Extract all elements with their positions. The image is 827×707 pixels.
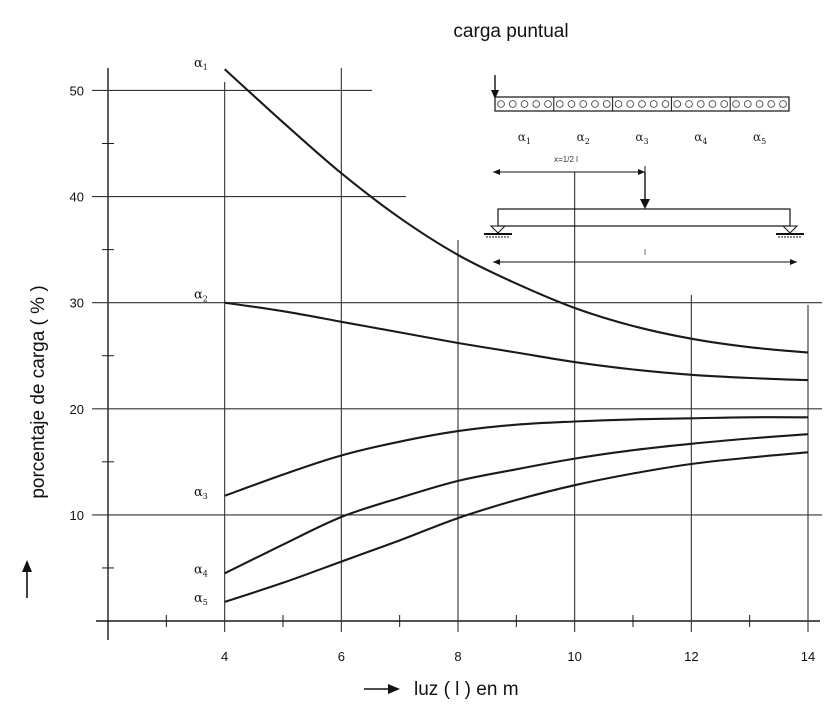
- hollow-core: [755, 100, 764, 108]
- segment-label-2: α2: [577, 130, 590, 146]
- hollow-core: [673, 100, 682, 108]
- y-tick-label: 50: [70, 83, 84, 98]
- hollow-core: [638, 100, 646, 108]
- series-label-4: α4: [194, 562, 208, 578]
- hollow-core: [732, 100, 740, 108]
- hollow-core: [649, 100, 658, 108]
- series-line-2: [224, 301, 809, 382]
- x-tick-label: 6: [338, 649, 345, 664]
- x-axis-title: luz ( l ) en m: [414, 679, 519, 700]
- y-tick-label: 10: [70, 508, 84, 523]
- y-tick-label: 20: [70, 402, 84, 417]
- y-axis-title: porcentaje de carga ( % ): [28, 285, 49, 498]
- segment-labels: α1 α2 α3 α4 α5: [518, 130, 766, 146]
- series-label-1: α1: [194, 56, 208, 72]
- series-line-1: [223, 68, 809, 354]
- hollow-core: [532, 100, 541, 108]
- dimension-half-span: x=1/2 l: [493, 155, 646, 178]
- chart-title: carga puntual: [453, 21, 568, 42]
- x-tick-label: 4: [221, 649, 228, 664]
- hollow-core: [779, 100, 787, 108]
- hollow-core: [520, 100, 529, 108]
- hollow-core: [661, 100, 670, 108]
- hollow-core: [614, 100, 623, 108]
- slab-strip: [494, 96, 790, 112]
- curves: [223, 68, 809, 603]
- segment-label-1: α1: [518, 130, 531, 146]
- x-tick-label: 8: [454, 649, 461, 664]
- hollow-core: [497, 100, 505, 108]
- hollow-core: [720, 100, 729, 108]
- hollow-core: [591, 100, 599, 108]
- segment-label-3: α3: [635, 130, 648, 146]
- hollow-core: [626, 100, 635, 108]
- x-tick-label: 12: [684, 649, 698, 664]
- series-line-4: [224, 433, 809, 575]
- hollow-core: [743, 100, 752, 108]
- hollow-core: [544, 100, 552, 108]
- half-span-label: x=1/2 l: [554, 155, 578, 164]
- series-label-2: α2: [194, 288, 208, 304]
- series-line-3: [224, 416, 809, 497]
- dimension-span: l: [493, 248, 797, 265]
- y-tick-label: 40: [70, 190, 84, 205]
- curve-labels: α1 α2 α3 α4 α5: [194, 56, 208, 607]
- series-label-5: α5: [194, 591, 208, 607]
- hollow-core: [685, 100, 693, 108]
- load-schematic: α1 α2 α3 α4 α5 x=1/2 l l: [484, 75, 804, 265]
- y-tick-label: 30: [70, 296, 84, 311]
- strip-hollow-cores: [497, 97, 787, 111]
- x-tick-labels: 4 6 8 10 12 14: [221, 649, 815, 664]
- segment-label-5: α5: [753, 130, 766, 146]
- load-arrow-icon: [491, 75, 499, 99]
- hollow-core: [555, 100, 564, 108]
- y-axis-arrow-icon: [22, 560, 32, 598]
- hollow-core: [567, 100, 576, 108]
- segment-label-4: α4: [694, 130, 707, 146]
- hollow-core: [767, 100, 776, 108]
- right-support-icon: [776, 225, 804, 238]
- y-tick-labels: 10 20 30 40 50: [70, 83, 84, 522]
- series-label-3: α3: [194, 485, 208, 501]
- x-tick-label: 10: [567, 649, 581, 664]
- grid-lines: [92, 68, 822, 632]
- x-tick-label: 14: [801, 649, 815, 664]
- minor-ticks: [102, 143, 751, 627]
- span-label: l: [644, 248, 646, 257]
- beam-load-arrow-icon: [640, 172, 650, 209]
- left-support-icon: [484, 225, 512, 238]
- beam: [497, 208, 791, 227]
- hollow-core: [708, 100, 717, 108]
- hollow-core: [508, 100, 517, 108]
- hollow-core: [602, 100, 611, 108]
- series-line-5: [224, 451, 809, 603]
- hollow-core: [579, 100, 588, 108]
- x-axis-arrow-icon: [364, 684, 400, 694]
- hollow-core: [696, 100, 705, 108]
